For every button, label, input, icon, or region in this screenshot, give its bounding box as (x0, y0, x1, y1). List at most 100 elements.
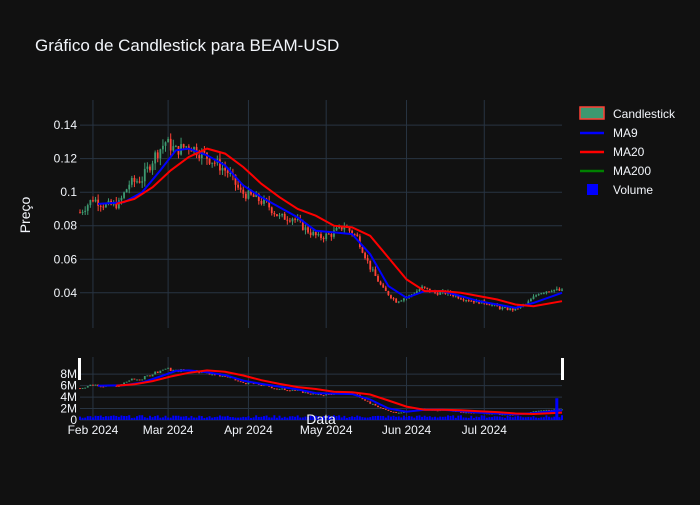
range-slider-right-handle (561, 358, 564, 380)
candle-body (81, 211, 84, 213)
volume-bar (115, 415, 118, 420)
range-slider-candle (159, 370, 162, 374)
volume-bar (485, 417, 488, 420)
volume-bar (252, 417, 255, 420)
legend-item-ma9[interactable]: MA9 (580, 126, 638, 140)
volume-bar (488, 417, 491, 420)
range-slider-candle (317, 394, 320, 396)
candle-body (156, 152, 159, 159)
volume-bar (434, 416, 437, 420)
date-tick-label: Feb 2024 (68, 423, 119, 437)
legend-item-ma20[interactable]: MA20 (580, 145, 645, 159)
volume-bar (345, 417, 348, 420)
candle-body (314, 231, 317, 236)
volume-bar (558, 417, 561, 420)
candle-body (509, 308, 512, 310)
volume-bar (102, 416, 105, 420)
volume-bar (501, 417, 504, 420)
range-slider-candle (198, 372, 201, 374)
range-slider-candle (382, 407, 385, 409)
range-slider-candle (535, 410, 537, 412)
volume-bar (213, 417, 216, 420)
volume-bar (527, 416, 530, 420)
range-slider-candle (545, 409, 548, 411)
volume-bar (475, 416, 478, 420)
volume-bar (356, 415, 359, 420)
legend-item-volume[interactable]: Volume (587, 183, 653, 197)
volume-bar (493, 416, 496, 420)
legend[interactable]: Candlestick MA9 MA20 MA200 Volume (579, 106, 676, 197)
range-slider-candle (138, 379, 141, 381)
volume-bar (156, 415, 159, 420)
volume-bar (415, 415, 418, 420)
candle-body (138, 181, 141, 183)
volume-bar (382, 416, 385, 420)
volume-bar (283, 416, 286, 420)
range-slider-ma9-line (98, 369, 563, 416)
volume-bar (478, 417, 481, 420)
candle-body (102, 206, 105, 208)
moving-average-lines (98, 147, 563, 309)
volume-bar (257, 416, 260, 420)
candle-body (550, 291, 553, 293)
candle-body (340, 226, 343, 230)
range-slider-candle (130, 378, 133, 381)
candle-body (532, 296, 535, 300)
volume-bar (260, 416, 263, 420)
range-slider-candle (273, 388, 276, 390)
candle-body (172, 146, 175, 151)
range-slider-candle (384, 408, 387, 410)
candle-body (125, 189, 128, 193)
volume-bar (483, 415, 486, 420)
legend-label: MA200 (613, 164, 651, 178)
candle-body (162, 145, 164, 150)
legend-item-ma200[interactable]: MA200 (580, 164, 651, 178)
candle-body (270, 207, 273, 214)
date-tick-label: Jul 2024 (462, 423, 508, 437)
volume-bar (428, 416, 431, 420)
volume-bar (537, 417, 540, 420)
range-slider-candle (133, 378, 136, 380)
candle-body (309, 232, 312, 236)
volume-bar (408, 416, 411, 420)
volume-bar (511, 417, 514, 420)
candle-body (506, 307, 509, 310)
candle-body (79, 212, 81, 214)
volume-bar (457, 415, 460, 420)
volume-bar (320, 417, 322, 420)
candle-body (278, 215, 281, 217)
candle-body (390, 295, 392, 299)
legend-item-candlestick[interactable]: Candlestick (579, 106, 676, 121)
volume-bar (506, 415, 509, 420)
candle-body (94, 199, 97, 202)
volume-bar (532, 416, 535, 420)
candle-body (485, 303, 488, 305)
range-slider-candle (86, 386, 89, 388)
volume-bar (216, 416, 219, 420)
candle-body (268, 200, 271, 208)
candle-body (470, 300, 473, 302)
candle-body (133, 177, 136, 182)
volume-bar (151, 417, 154, 420)
candle-body (182, 144, 185, 148)
volume-bar (273, 415, 276, 420)
y-axis-title: Preço (17, 197, 33, 234)
candle-body (535, 295, 537, 297)
range-slider-candle (167, 367, 170, 369)
candle-body (439, 291, 442, 295)
range-slider-candle (548, 409, 550, 411)
range-slider-candle (286, 390, 289, 392)
candle-body (244, 193, 247, 199)
candle-body (348, 227, 351, 231)
volume-bar (418, 415, 421, 420)
candle-body (219, 159, 221, 171)
range-slider-candle (224, 375, 227, 377)
candle-body (415, 291, 418, 294)
volume-bar (138, 415, 141, 420)
candle-body (452, 294, 455, 297)
range-slider-candle (208, 373, 211, 375)
range-slider-candle (377, 405, 379, 408)
volume-bar (161, 417, 164, 420)
volume-bar (203, 417, 206, 420)
